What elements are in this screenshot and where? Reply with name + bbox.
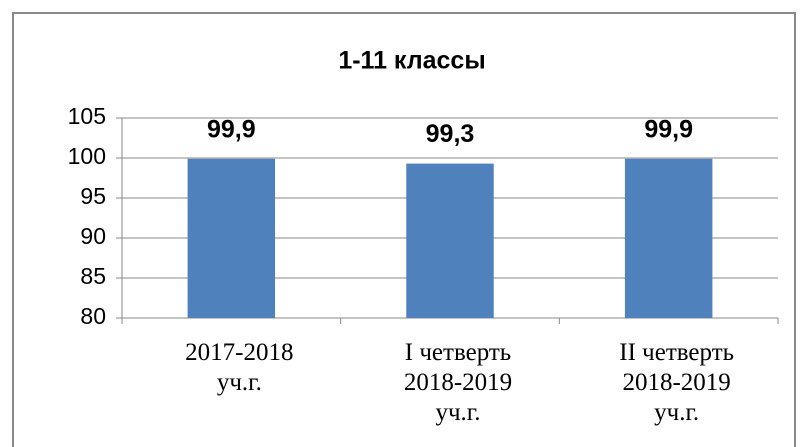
bar	[187, 158, 276, 318]
data-label: 99,9	[207, 115, 256, 143]
data-label: 99,9	[644, 115, 693, 143]
y-tick-label: 100	[68, 143, 106, 169]
y-tick-label: 80	[80, 303, 106, 329]
chart-title: 1-11 классы	[338, 47, 485, 75]
bar	[624, 158, 713, 318]
y-tick-label: 105	[68, 103, 106, 129]
y-tick-label: 95	[80, 183, 106, 209]
data-label: 99,3	[426, 120, 475, 148]
x-tick-label: 2017-2018 уч.г.	[185, 339, 294, 396]
y-tick-label: 90	[80, 223, 106, 249]
bar	[406, 163, 494, 318]
x-tick-label: I четверть 2018-2019 уч.г.	[403, 339, 513, 426]
y-tick-label: 85	[80, 263, 106, 289]
x-tick-label: II четверть 2018-2019 уч.г.	[619, 339, 735, 426]
